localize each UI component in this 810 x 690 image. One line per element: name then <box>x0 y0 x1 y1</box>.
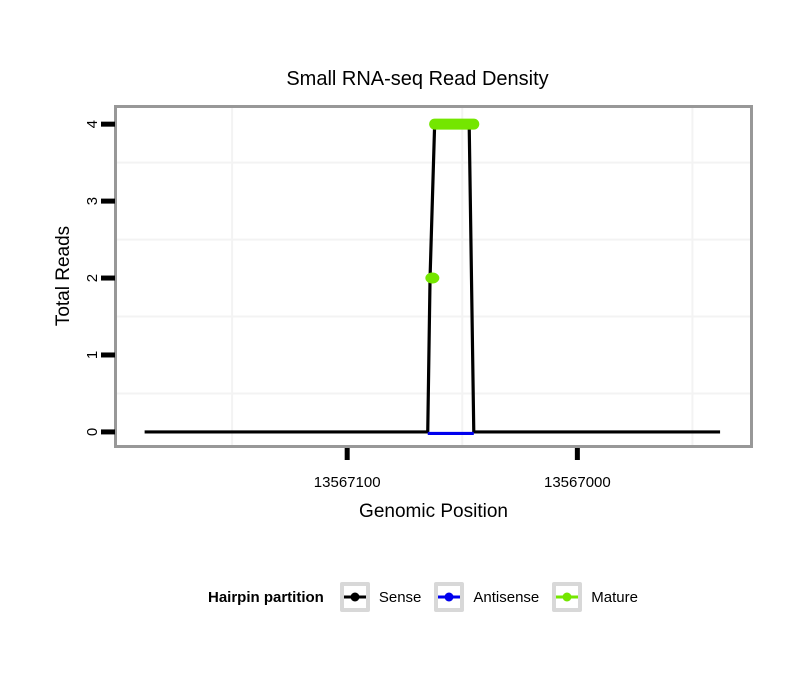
y-axis-title: Total Reads <box>53 225 74 327</box>
legend: Hairpin partition Sense Antisense Mature <box>208 581 651 613</box>
mature-key-icon <box>552 582 583 612</box>
y-tick-label: 3 <box>84 197 101 205</box>
y-tick-label: 2 <box>84 274 101 282</box>
chart-title: Small RNA-seq Read Density <box>286 68 549 90</box>
legend-title: Hairpin partition <box>208 588 324 606</box>
x-tick-label: 13567100 <box>314 474 381 491</box>
legend-item-sense: Sense <box>339 582 422 612</box>
legend-label-mature: Mature <box>591 588 638 606</box>
legend-label-antisense: Antisense <box>473 588 540 606</box>
legend-item-antisense: Antisense <box>434 582 539 612</box>
y-tick-label: 1 <box>84 351 101 359</box>
legend-item-mature: Mature <box>552 582 638 612</box>
y-tick-label: 4 <box>84 120 101 128</box>
x-tick-label: 13567000 <box>544 474 611 491</box>
legend-label-sense: Sense <box>378 588 422 606</box>
marker-mature <box>425 272 440 284</box>
sense-key-icon <box>339 582 370 612</box>
x-axis-title: Genomic Position <box>359 501 508 522</box>
antisense-key-icon <box>434 582 465 612</box>
y-tick-label: 0 <box>84 428 101 436</box>
